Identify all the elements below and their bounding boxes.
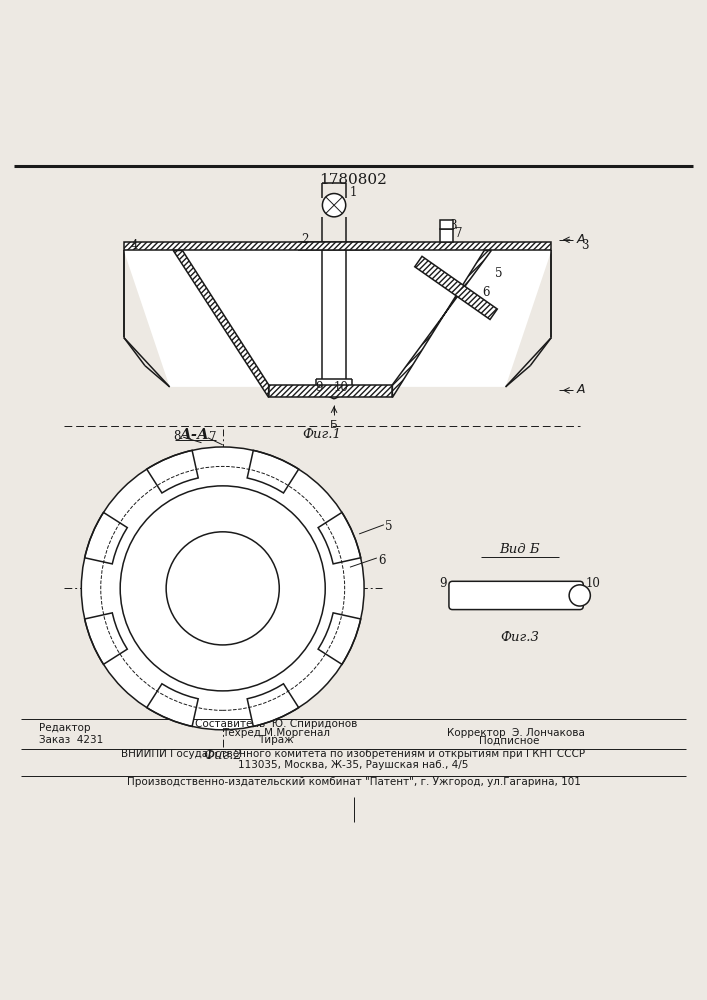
- Text: А: А: [577, 233, 585, 246]
- Bar: [124, 242, 551, 250]
- Text: 3: 3: [581, 239, 589, 252]
- Polygon shape: [318, 613, 361, 664]
- Polygon shape: [147, 684, 198, 726]
- Bar: [440, 220, 453, 229]
- Text: Фиг.1: Фиг.1: [303, 428, 341, 441]
- Bar: [124, 242, 551, 250]
- Text: 113035, Москва, Ж-35, Раушская наб., 4/5: 113035, Москва, Ж-35, Раушская наб., 4/5: [238, 760, 469, 770]
- Text: 8: 8: [449, 219, 456, 232]
- Text: Фиг.2: Фиг.2: [204, 749, 242, 762]
- Text: Тираж: Тираж: [258, 735, 293, 745]
- Polygon shape: [392, 250, 491, 397]
- Text: А: А: [577, 383, 585, 396]
- Polygon shape: [247, 450, 298, 493]
- Circle shape: [322, 194, 346, 217]
- Text: Производственно-издательский комбинат "Патент", г. Ужгород, ул.Гагарина, 101: Производственно-издательский комбинат "П…: [127, 777, 580, 787]
- Bar: [440, 229, 453, 242]
- Circle shape: [569, 585, 590, 606]
- FancyBboxPatch shape: [449, 581, 583, 610]
- Polygon shape: [182, 250, 491, 397]
- Text: 7: 7: [455, 227, 462, 240]
- Circle shape: [166, 532, 279, 645]
- Circle shape: [81, 447, 364, 730]
- Text: 5: 5: [385, 520, 393, 533]
- Text: 10: 10: [585, 577, 600, 590]
- Text: 5: 5: [495, 267, 503, 280]
- Polygon shape: [318, 512, 361, 564]
- Text: Подписное: Подписное: [479, 735, 539, 745]
- Text: Техред М.Моргенал: Техред М.Моргенал: [222, 728, 329, 738]
- Polygon shape: [147, 450, 198, 493]
- Text: 1: 1: [350, 186, 357, 199]
- Text: 9: 9: [439, 577, 447, 590]
- Text: Фиг.3: Фиг.3: [501, 631, 539, 644]
- Text: 10: 10: [334, 381, 349, 394]
- Text: А-А: А-А: [180, 428, 209, 442]
- Polygon shape: [173, 250, 269, 397]
- Polygon shape: [124, 250, 551, 387]
- Circle shape: [120, 486, 325, 691]
- Text: Составитель  Ю. Спиридонов: Составитель Ю. Спиридонов: [194, 719, 357, 729]
- Text: Корректор  Э. Лончакова: Корректор Э. Лончакова: [447, 728, 585, 738]
- Polygon shape: [85, 613, 127, 664]
- Text: ВНИИПИ Государственного комитета по изобретениям и открытиям при ГКНТ СССР: ВНИИПИ Государственного комитета по изоб…: [122, 749, 585, 759]
- Text: 6: 6: [482, 286, 490, 299]
- Polygon shape: [415, 256, 497, 319]
- Text: Заказ  4231: Заказ 4231: [39, 735, 103, 745]
- Text: 1780802: 1780802: [320, 173, 387, 187]
- Bar: [269, 385, 392, 397]
- Text: 9: 9: [315, 381, 322, 394]
- Bar: [269, 385, 392, 397]
- Text: Б: Б: [330, 420, 338, 430]
- Text: 2: 2: [301, 233, 308, 246]
- Text: Редактор: Редактор: [39, 723, 90, 733]
- Text: 4: 4: [131, 239, 139, 252]
- Text: Вид Б: Вид Б: [499, 543, 540, 556]
- Polygon shape: [85, 512, 127, 564]
- Text: 7: 7: [209, 431, 216, 444]
- Text: 6: 6: [378, 554, 386, 567]
- Text: 8: 8: [174, 430, 181, 443]
- Polygon shape: [247, 684, 298, 726]
